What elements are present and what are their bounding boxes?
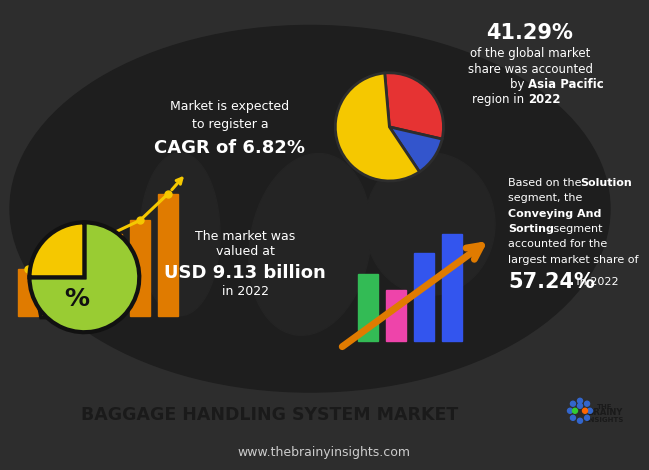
Text: BRAINY: BRAINY [587,408,622,417]
Text: region in: region in [472,94,528,106]
Wedge shape [29,222,140,332]
Bar [414,253,434,341]
Circle shape [578,418,583,423]
Circle shape [570,401,576,406]
Circle shape [585,401,589,406]
Text: accounted for the: accounted for the [508,239,607,250]
Text: The market was: The market was [195,230,295,243]
Text: www.thebrainyinsights.com: www.thebrainyinsights.com [238,446,411,459]
Polygon shape [36,292,80,318]
Ellipse shape [140,153,220,316]
Bar [102,234,122,316]
Text: to register a: to register a [191,118,268,131]
Text: 2022: 2022 [528,94,561,106]
Bar [386,290,406,341]
Wedge shape [29,222,84,277]
Circle shape [583,408,587,413]
Text: largest market share of: largest market share of [508,255,639,265]
Wedge shape [389,127,442,172]
Circle shape [585,415,589,420]
Text: 41.29%: 41.29% [487,23,574,43]
Bar [442,234,462,341]
Bar [46,247,66,316]
Text: USD 9.13 billion: USD 9.13 billion [164,264,326,282]
Text: in 2022: in 2022 [573,277,618,287]
Ellipse shape [365,153,495,295]
Ellipse shape [249,154,371,335]
Text: BAGGAGE HANDLING SYSTEM MARKET: BAGGAGE HANDLING SYSTEM MARKET [81,406,459,424]
Text: in 2022: in 2022 [221,285,269,298]
Circle shape [572,408,578,413]
Text: Based on the: Based on the [508,178,585,188]
Circle shape [578,403,583,408]
Bar [74,260,94,316]
Text: %: % [65,287,90,311]
Wedge shape [336,73,419,181]
Text: segment, the: segment, the [508,193,582,203]
Bar [18,269,38,316]
Bar [158,194,178,316]
Text: segment: segment [550,224,602,234]
Circle shape [578,398,583,403]
Text: share was accounted: share was accounted [467,63,593,76]
Text: 57.24%: 57.24% [508,272,595,292]
Text: CAGR of 6.82%: CAGR of 6.82% [154,139,306,157]
Text: valued at: valued at [215,245,275,258]
Text: by: by [509,78,528,91]
Ellipse shape [10,25,610,392]
Wedge shape [385,73,443,139]
Circle shape [567,408,572,413]
Bar [130,220,150,316]
Text: INSIGHTS: INSIGHTS [586,417,624,423]
Text: Market is expected: Market is expected [171,101,289,113]
Text: Conveying And: Conveying And [508,209,602,219]
Text: Asia Pacific: Asia Pacific [528,78,604,91]
Text: Solution: Solution [580,178,631,188]
Text: Sorting: Sorting [508,224,554,234]
Circle shape [570,415,576,420]
Text: of the global market: of the global market [470,47,590,61]
Text: THE: THE [597,404,613,410]
Bar [358,274,378,341]
Circle shape [587,408,593,413]
